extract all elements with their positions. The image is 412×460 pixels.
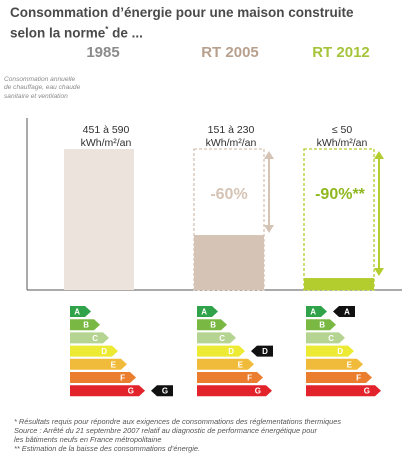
energy-class-marker-letter: G: [162, 387, 168, 396]
energy-class-letter: D: [337, 347, 343, 356]
energy-class-letter: D: [228, 347, 234, 356]
energy-class-letter: D: [101, 347, 107, 356]
energy-class-c-arrow: [306, 332, 345, 344]
value-label-rt2005: 151 à 230 kWh/m²/an: [205, 124, 257, 149]
energy-class-letter: G: [255, 387, 261, 396]
energy-class-letter: A: [74, 308, 80, 317]
energy-class-letter: G: [364, 387, 370, 396]
energy-class-letter: C: [219, 334, 225, 343]
energy-class-b-arrow: [306, 319, 336, 331]
energy-class-letter: E: [347, 360, 353, 369]
energy-class-e-arrow: [70, 358, 127, 370]
reduction-label-rt2005: -60%: [210, 186, 248, 203]
footnote-4: ** Estimation de la baisse des consommat…: [14, 444, 201, 453]
bar-1: [194, 235, 264, 290]
energy-class-letter: E: [111, 360, 117, 369]
energy-class-letter: A: [310, 308, 316, 317]
footnote-1: * Résultats requis pour répondre aux exi…: [14, 417, 342, 426]
energy-class-c-arrow: [70, 332, 109, 344]
energy-class-f-arrow: [197, 372, 263, 383]
energy-class-a-arrow: [197, 306, 218, 317]
energy-class-letter: F: [120, 374, 125, 383]
bar-2: [304, 278, 374, 290]
reference-outline-2: [303, 148, 375, 291]
energy-class-letter: C: [92, 334, 98, 343]
energy-class-marker: [333, 306, 355, 317]
reduction-arrowhead-bottom-2: [374, 268, 384, 277]
energy-class-letter: B: [83, 321, 89, 330]
value-label-rt2012: ≤ 50 kWh/m²/an: [316, 124, 368, 149]
energy-class-letter: F: [356, 374, 361, 383]
energy-class-letter: B: [210, 321, 216, 330]
footnote-2: Source : Arrêté du 21 septembre 2007 rel…: [14, 426, 317, 435]
energy-class-g-arrow: [197, 385, 272, 397]
reduction-arrowhead-top-1: [264, 151, 274, 159]
energy-class-d-arrow: [197, 345, 245, 357]
energy-class-letter: A: [201, 308, 207, 317]
footnotes: * Résultats requis pour répondre aux exi…: [14, 417, 406, 453]
category-label-rt2012: RT 2012: [312, 44, 370, 61]
energy-class-a-arrow: [306, 306, 327, 317]
reduction-arrowhead-top-2: [374, 151, 384, 159]
energy-class-f-arrow: [306, 372, 372, 383]
energy-class-letter: C: [328, 334, 334, 343]
energy-class-b-arrow: [70, 319, 100, 331]
energy-class-letter: E: [238, 360, 244, 369]
energy-class-marker: [151, 385, 173, 397]
bar-0: [64, 149, 134, 290]
energy-class-e-arrow: [197, 358, 254, 370]
energy-class-d-arrow: [70, 345, 118, 357]
energy-class-f-arrow: [70, 372, 136, 383]
energy-class-letter: B: [319, 321, 325, 330]
y-axis-label: Consommation annuelle de chauffage, eau …: [4, 76, 81, 100]
energy-class-g-arrow: [306, 385, 381, 397]
footnote-3: les bâtiments neufs en France métropolit…: [14, 435, 162, 444]
energy-class-b-arrow: [197, 319, 227, 331]
value-label-1985: 451 à 590 kWh/m²/an: [80, 124, 132, 149]
reduction-label-rt2012: -90%**: [315, 186, 365, 203]
energy-class-letter: F: [247, 374, 252, 383]
category-label-1985: 1985: [86, 44, 120, 61]
energy-bar-chart: [26, 118, 402, 291]
energy-class-e-arrow: [306, 358, 363, 370]
energy-class-d-arrow: [306, 345, 354, 357]
energy-class-marker: [251, 345, 273, 357]
energy-class-marker-letter: A: [344, 308, 350, 317]
reference-outline-1: [193, 148, 265, 291]
energy-class-a-arrow: [70, 306, 91, 317]
energy-class-letter: G: [128, 387, 134, 396]
reduction-arrowhead-bottom-1: [264, 225, 274, 234]
energy-class-c-arrow: [197, 332, 236, 344]
energy-class-g-arrow: [70, 385, 145, 397]
chart-title: Consommation d’énergie pour une maison c…: [10, 5, 354, 41]
energy-class-marker-letter: D: [262, 347, 268, 356]
category-label-rt2005: RT 2005: [201, 44, 259, 61]
